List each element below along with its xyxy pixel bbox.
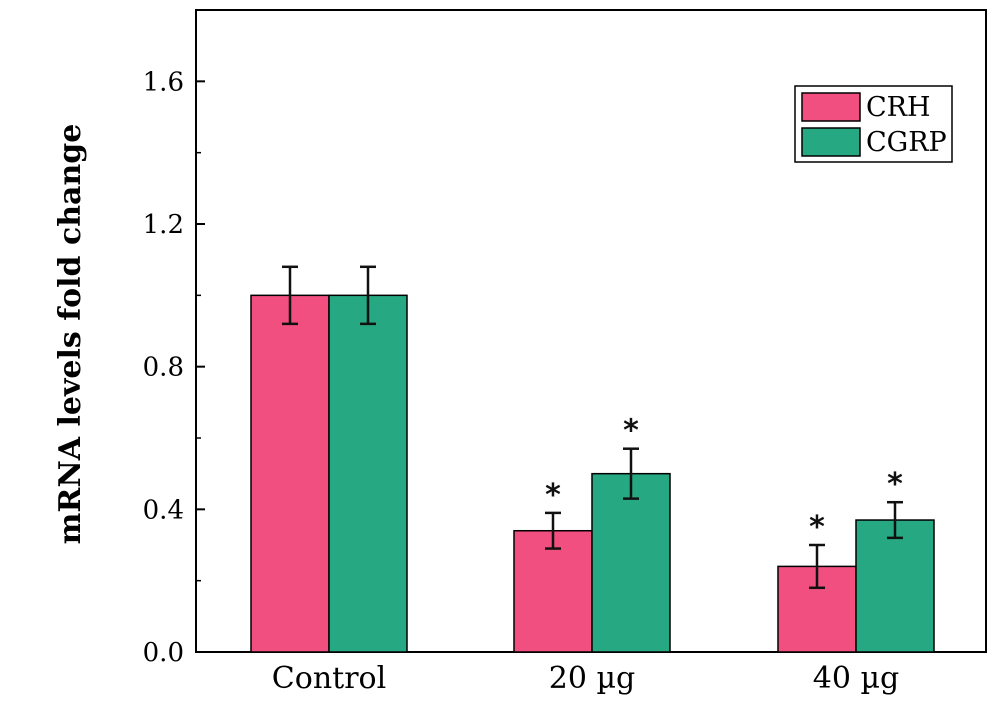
bar-crh-0 (250, 294, 330, 653)
y-tick-label: 0.4 (143, 495, 184, 525)
y-axis-ticks: 0.0 0.4 0.8 1.2 1.6 (143, 9, 205, 668)
x-category-label: 20 µg (549, 661, 635, 696)
bar-cgrp-2 (855, 519, 935, 653)
significance-marker: * (623, 414, 639, 449)
legend-label-crh: CRH (866, 92, 931, 123)
x-category-label: Control (272, 661, 386, 696)
y-tick-label: 0.8 (143, 353, 184, 383)
significance-marker: * (545, 478, 561, 513)
significance-markers: * * * * (545, 414, 903, 545)
bar-cgrp-0 (328, 294, 408, 653)
bars (250, 294, 935, 653)
y-tick-label: 1.2 (143, 210, 184, 240)
legend-label-cgrp: CGRP (866, 127, 947, 158)
x-axis-labels: Control 20 µg 40 µg (272, 661, 899, 696)
legend-swatch-crh (801, 92, 861, 122)
y-tick-label: 1.6 (143, 67, 184, 97)
error-bars (282, 265, 903, 590)
bar-cgrp-1 (591, 472, 671, 653)
x-category-label: 40 µg (813, 661, 899, 696)
significance-marker: * (809, 510, 825, 545)
significance-marker: * (887, 467, 903, 502)
legend: CRH CGRP (794, 85, 953, 163)
y-axis-label: mRNA levels fold change (53, 124, 88, 545)
bar-crh-1 (513, 529, 593, 653)
y-tick-label: 0.0 (143, 638, 184, 668)
legend-swatch-cgrp (801, 127, 861, 157)
